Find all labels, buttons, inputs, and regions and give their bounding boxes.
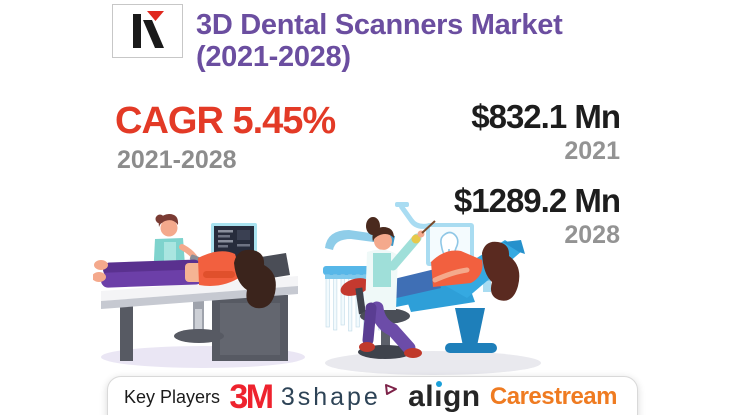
logo-3shape-text: 3shape: [280, 382, 381, 411]
market-value-2028-year: 2028: [564, 221, 620, 249]
k-logo-icon: [132, 11, 164, 48]
right-illustration-dental-chair: [323, 202, 541, 375]
logo-align: al ıgn: [408, 380, 481, 413]
patient-lying: [93, 249, 276, 309]
market-value-2021: $832.1 Mn 2021: [471, 98, 621, 166]
title-line-1: 3D Dental Scanners Market: [196, 9, 563, 41]
title-line-2: (2021-2028): [196, 41, 351, 73]
left-illustration-exam-table: [93, 214, 305, 368]
market-value-2021-year: 2021: [564, 137, 620, 165]
3shape-triangle-icon: [384, 383, 397, 395]
logo-carestream: Carestream: [489, 383, 618, 410]
table-leg: [120, 301, 133, 361]
dentist: [359, 217, 436, 358]
brand-logo: [112, 4, 183, 58]
logo-3m: 3M: [229, 377, 274, 415]
pointer-pen: [421, 220, 436, 234]
pedestal-stool: [174, 301, 224, 343]
key-players-bar: Key Players 3M 3shape al ıgn Carestream: [107, 376, 638, 415]
key-players-label: Key Players: [124, 386, 221, 407]
cagr-period: 2021-2028: [117, 146, 237, 174]
align-i-dot: [435, 381, 442, 387]
market-value-2021-amount: $832.1 Mn: [471, 98, 621, 135]
floor-shadow: [325, 351, 541, 375]
cabinet: [212, 295, 288, 361]
cagr-block: CAGR 5.45% 2021-2028: [115, 100, 336, 174]
market-value-2028: $1289.2 Mn 2028: [453, 182, 621, 250]
market-value-2028-amount: $1289.2 Mn: [453, 182, 621, 219]
cagr-value: CAGR 5.45%: [115, 100, 336, 142]
logo-3shape: 3shape: [281, 383, 399, 412]
page-title: 3D Dental Scanners Market (2021-2028): [196, 9, 563, 73]
